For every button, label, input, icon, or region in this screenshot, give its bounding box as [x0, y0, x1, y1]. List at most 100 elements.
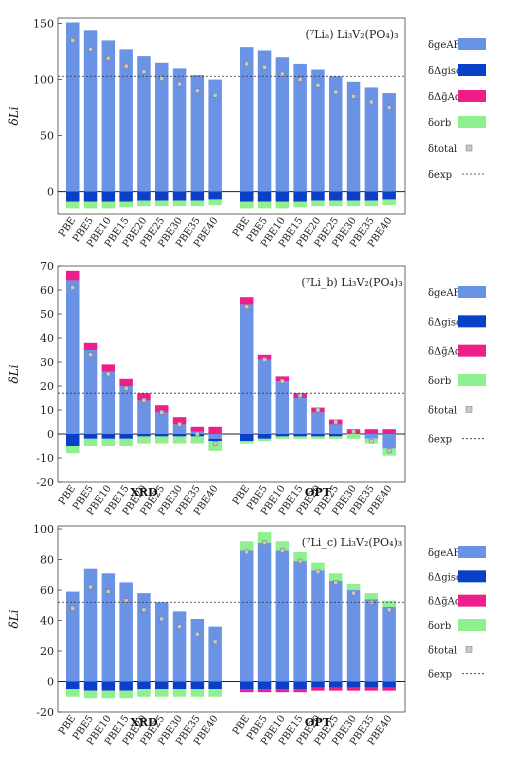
legend-swatch-orb: [458, 374, 486, 386]
bar-orb: [101, 690, 116, 699]
total-marker: [369, 438, 374, 444]
bar-orb: [275, 541, 290, 551]
total-marker: [351, 94, 356, 99]
plot-frame: [57, 265, 406, 483]
total-marker: [88, 47, 93, 52]
bar-fc: [172, 68, 187, 192]
bar-dip: [346, 687, 361, 691]
legend-swatch-orb: [458, 619, 486, 631]
y-tick-label: 0: [47, 428, 54, 441]
bar-aniso: [190, 191, 205, 201]
legend-swatch-fc: [458, 286, 486, 298]
total-marker: [333, 419, 338, 425]
bar-aniso: [119, 681, 133, 691]
bar-aniso: [155, 434, 169, 437]
legend-swatch-dip: [458, 344, 486, 357]
legend-swatch-total: [465, 144, 473, 152]
bar-orb: [329, 200, 343, 207]
bar-fc: [329, 76, 343, 192]
legend-swatch-total: [465, 646, 473, 653]
bar-orb: [293, 436, 307, 439]
legend-label: δtotal: [428, 405, 457, 416]
y-tick-label: 30: [40, 356, 54, 369]
bar-fc: [137, 56, 151, 192]
bar-fc: [257, 359, 272, 434]
plot-frame: [57, 525, 406, 713]
bar-fc: [66, 280, 80, 434]
bar-aniso: [66, 191, 80, 202]
bar-orb: [364, 593, 379, 600]
bar-orb: [190, 689, 205, 697]
y-tick-label: 40: [40, 332, 54, 345]
legend-label: δorb: [428, 621, 451, 632]
legend-swatch-total: [465, 406, 473, 413]
total-marker: [159, 410, 164, 415]
total-marker: [333, 89, 338, 95]
bar-dip: [311, 687, 325, 691]
total-marker: [244, 61, 249, 67]
total-marker: [244, 549, 249, 555]
bar-fc: [257, 50, 272, 192]
legend-label: δΔg̃Adip: [428, 92, 471, 103]
bar-orb: [172, 200, 187, 207]
total-marker: [159, 76, 164, 81]
bar-fc: [208, 434, 222, 439]
chart-panel-2: -20-10010203040506070δLiPBEPBE5PBE10PBE1…: [7, 260, 486, 518]
y-tick-label: 60: [40, 584, 54, 597]
bar-orb: [208, 441, 222, 451]
legend-label: δgeAFC: [428, 288, 469, 299]
bar-dip: [257, 354, 272, 360]
bar-fc: [257, 542, 272, 682]
bar-orb: [240, 541, 254, 551]
bar-orb: [101, 438, 116, 446]
bar-aniso: [155, 191, 169, 201]
bar-dip: [293, 689, 307, 693]
bar-fc: [208, 626, 222, 682]
bar-orb: [101, 201, 116, 209]
bar-aniso: [257, 681, 272, 690]
bar-orb: [119, 438, 133, 446]
bar-aniso: [329, 434, 343, 437]
bar-aniso: [240, 434, 254, 442]
bar-fc: [382, 434, 396, 449]
total-marker: [297, 77, 303, 82]
total-marker: [280, 71, 285, 77]
bar-aniso: [190, 681, 205, 690]
bar-dip: [83, 342, 98, 350]
bar-orb: [208, 689, 222, 697]
total-marker: [123, 598, 129, 603]
bar-aniso: [101, 681, 116, 691]
bar-orb: [382, 199, 396, 206]
bar-fc: [240, 550, 254, 682]
bar-orb: [329, 436, 343, 439]
bar-fc: [155, 602, 169, 682]
bar-aniso: [311, 191, 325, 201]
total-marker: [369, 99, 374, 105]
total-marker: [88, 352, 93, 358]
bar-fc: [293, 561, 307, 682]
bar-dip: [329, 687, 343, 691]
bar-dip: [382, 687, 396, 691]
bar-fc: [275, 381, 290, 434]
bar-dip: [275, 376, 290, 382]
total-marker: [141, 607, 147, 613]
bar-dip: [382, 429, 396, 434]
bar-fc: [155, 412, 169, 434]
legend-swatch-aniso: [458, 64, 486, 76]
total-marker: [244, 304, 249, 310]
bar-aniso: [83, 434, 98, 439]
bar-fc: [329, 424, 343, 434]
y-tick-label: 20: [40, 380, 54, 393]
legend-swatch-aniso: [458, 570, 486, 583]
y-axis-label: δLi: [7, 364, 21, 383]
bar-fc: [119, 582, 133, 682]
bar-fc: [364, 599, 379, 682]
y-tick-label: 70: [40, 260, 54, 273]
bar-aniso: [137, 191, 151, 201]
group-label: XRD: [130, 716, 158, 729]
total-marker: [297, 393, 303, 398]
bar-fc: [275, 57, 290, 192]
bar-aniso: [382, 191, 396, 200]
bar-orb: [311, 200, 325, 207]
bar-fc: [311, 412, 325, 434]
